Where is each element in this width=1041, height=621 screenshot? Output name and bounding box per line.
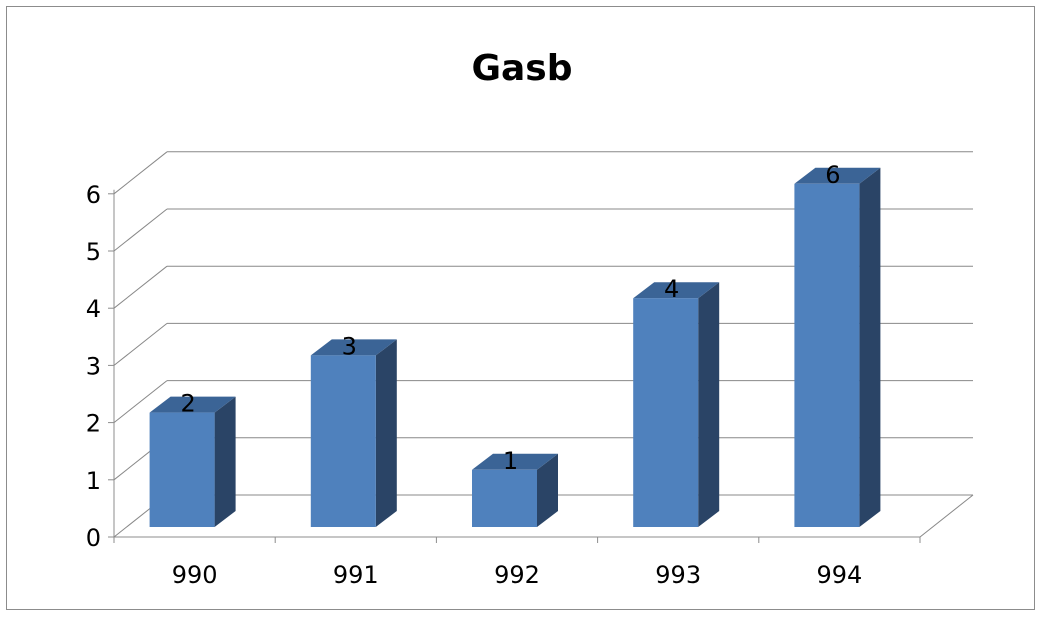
data-label: 1 [503,447,518,475]
x-tick-label: 991 [333,561,379,589]
data-label: 4 [664,275,679,303]
gridline-side [113,208,168,252]
bar-994 [794,167,881,528]
data-label: 6 [825,161,840,189]
bar-990 [149,396,236,527]
y-tick-label: 0 [86,524,101,552]
bar-top-face [149,396,236,413]
bar-992 [472,453,558,527]
x-tick-label: 992 [494,561,540,589]
y-tick-label: 1 [86,467,101,495]
bar-front-face [794,183,860,528]
data-label: 3 [342,332,357,360]
bar-top-face [310,339,397,356]
x-tick-label: 990 [172,561,218,589]
chart-title: Gasb [471,48,572,89]
bar-top-face [472,453,558,470]
gridline-side [113,380,168,423]
bar-front-face [149,412,215,527]
y-tick-label: 5 [86,238,101,266]
gridline-side [113,265,168,309]
data-label: 2 [180,390,195,418]
y-tick-label: 6 [86,181,101,209]
labels-layer: 2 3 1 4 6 [180,161,840,475]
bar-front-face [472,469,537,527]
y-tick-label: 2 [86,410,101,438]
gridline-side [113,151,168,195]
bar-side-face [698,282,720,527]
y-tick-label: 3 [86,352,101,380]
bar-993 [633,282,720,527]
bar-side-face [859,167,881,528]
bar-side-face [537,453,558,527]
bar-top-face [633,282,720,299]
bar-front-face [310,355,376,527]
bar-front-face [633,298,699,527]
bar-side-face [375,339,397,527]
bar-top-face [794,167,881,184]
x-tick-label: 994 [816,561,862,589]
bar-side-face [214,396,236,527]
bars-layer [149,167,881,528]
bar-991 [310,339,397,527]
y-tick-label: 4 [86,295,101,323]
axis-layer: 0 1 2 3 4 5 6 990 991 992 993 994 [86,181,921,589]
x-tick-label: 993 [655,561,701,589]
floor-edge [919,494,974,538]
gridline-side [113,323,168,366]
